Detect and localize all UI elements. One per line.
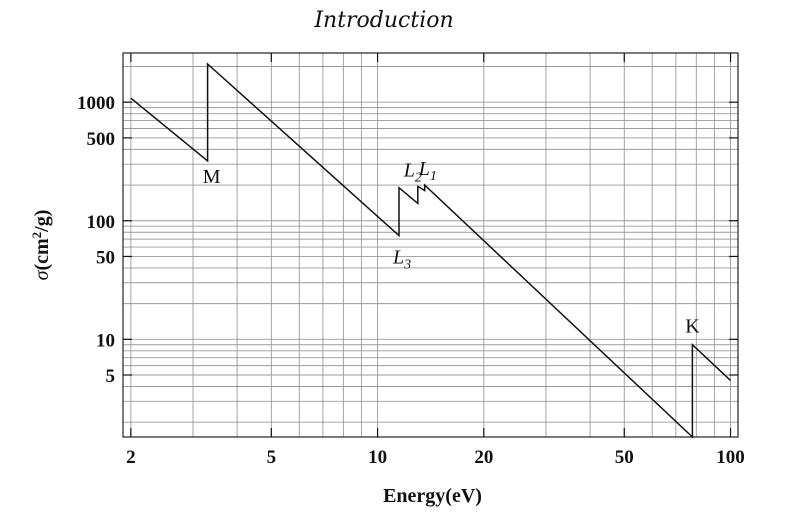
x-tick-label-50: 50 (615, 447, 634, 468)
edge-label-L1: L1 (418, 158, 437, 184)
x-tick-label-100: 100 (716, 447, 745, 468)
y-tick-label-50: 50 (96, 247, 115, 268)
edge-label-L3: L3 (392, 247, 411, 273)
edge-label-K: K (685, 316, 700, 338)
axis-ticks: 2 5 10 20 50 100 5 10 50 100 500 1000 (77, 53, 745, 468)
x-tick-label-20: 20 (474, 447, 493, 468)
series-line-cross-section (130, 62, 732, 439)
x-tick-label-5: 5 (267, 447, 277, 468)
axis-labels: Energy(eV) σ(cm2/g) (29, 210, 482, 507)
y-tick-label-10: 10 (96, 330, 115, 351)
edge-label-M: M (203, 166, 221, 188)
plot-frame (122, 52, 739, 438)
plot-border (122, 52, 739, 438)
grid-lines (123, 53, 738, 437)
y-axis-label: σ(cm2/g) (29, 210, 53, 281)
page-header-title: Introduction (313, 8, 453, 33)
y-tick-label-100: 100 (87, 212, 116, 233)
y-tick-label-1000: 1000 (77, 93, 115, 114)
edge-label-L2: L2 (403, 159, 422, 185)
data-series (130, 62, 732, 439)
x-tick-label-2: 2 (126, 447, 136, 468)
y-tick-label-5: 5 (106, 366, 116, 387)
x-tick-label-10: 10 (368, 447, 387, 468)
y-tick-label-500: 500 (87, 129, 116, 150)
x-axis-label: Energy(eV) (383, 485, 482, 507)
